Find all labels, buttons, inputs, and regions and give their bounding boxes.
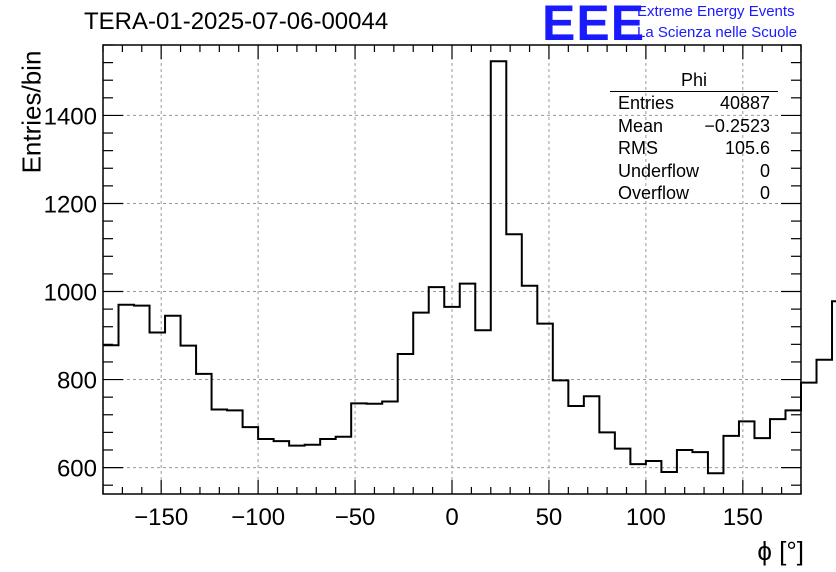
histogram-bin [770, 419, 786, 494]
histogram-bin [274, 441, 290, 494]
histogram-bin [382, 402, 398, 494]
histogram-bin [460, 284, 476, 494]
histogram-bin [661, 472, 677, 494]
y-tick-label: 1000 [44, 280, 97, 307]
stats-value: 0 [759, 183, 770, 203]
stats-value: −0.2523 [704, 115, 770, 136]
stats-row-underflow: Underflow 0 [610, 160, 778, 183]
histogram-bin [475, 330, 491, 494]
histogram-bin [227, 410, 243, 494]
histogram-bin [785, 410, 801, 494]
stats-row-overflow: Overflow 0 [610, 182, 778, 205]
histogram-bin [196, 374, 212, 494]
histogram-bin [801, 383, 817, 494]
x-tick-label: −150 [134, 504, 188, 531]
stats-value: 0 [759, 160, 770, 181]
histogram-bin [413, 313, 429, 494]
histogram-bin [568, 406, 584, 494]
histogram-bin [320, 439, 336, 494]
x-tick-label: −100 [231, 504, 285, 531]
x-axis-label: ϕ [°] [757, 536, 804, 566]
histogram-bin [165, 316, 181, 494]
histogram-bin [553, 380, 569, 494]
histogram-bin [646, 461, 662, 494]
histogram-bin [754, 438, 770, 494]
histogram-bin [398, 354, 414, 494]
histogram-bin [351, 403, 367, 494]
histogram-bin [103, 345, 119, 494]
eee-logo: EEE [542, 0, 646, 51]
histogram-bin [150, 332, 166, 494]
logo-caption-line2: La Scienza nelle Scuole [637, 24, 798, 41]
histogram-bin [630, 464, 646, 494]
histogram-bin [522, 286, 538, 494]
stats-value: 105.6 [724, 138, 770, 158]
stats-label: Overflow [618, 183, 690, 203]
histogram-bin [584, 396, 600, 494]
stats-row-entries: Entries 40887 [610, 92, 778, 115]
y-tick-label: 1400 [44, 103, 97, 130]
histogram-bin [692, 452, 708, 494]
logo-caption-line1: Extreme Energy Events [637, 3, 795, 20]
stats-label: RMS [618, 138, 658, 158]
histogram-bin [723, 436, 739, 494]
y-tick-label: 600 [57, 456, 97, 483]
histogram-bin [708, 473, 724, 494]
histogram-bin [817, 360, 833, 494]
histogram-bin [289, 446, 305, 494]
histogram-bin [599, 432, 615, 494]
histogram-bin [615, 449, 631, 494]
stats-row-mean: Mean −0.2523 [610, 115, 778, 138]
histogram-bin [119, 305, 135, 494]
x-tick-label: −50 [335, 504, 376, 531]
histogram-outline [103, 60, 836, 475]
x-tick-label: 50 [536, 504, 563, 531]
histogram-bin [212, 409, 228, 494]
histogram-bin [367, 404, 383, 494]
histogram-bin [336, 437, 352, 494]
histogram-bin [181, 346, 197, 494]
stats-title: Phi [610, 70, 778, 92]
y-tick-label: 1200 [44, 191, 97, 218]
histogram-bin [134, 306, 150, 494]
y-tick-label: 800 [57, 368, 97, 395]
histogram-bin [537, 324, 553, 494]
stats-box: Phi Entries 40887 Mean −0.2523 RMS 105.6… [610, 70, 778, 205]
histogram-bin [305, 445, 321, 494]
stats-label: Underflow [618, 160, 700, 181]
histogram-bin [739, 421, 755, 494]
histogram-bin [258, 439, 274, 494]
histogram-bin [243, 427, 259, 494]
histogram-bin [506, 234, 522, 494]
stats-row-rms: RMS 105.6 [610, 137, 778, 160]
x-tick-label: 0 [445, 504, 458, 531]
y-axis-label: Entries/bin [16, 50, 47, 174]
stats-label: Mean [618, 115, 664, 136]
x-tick-label: 100 [626, 504, 666, 531]
stats-value: 40887 [719, 93, 770, 113]
chart-title: TERA-01-2025-07-06-00044 [84, 8, 389, 35]
stats-label: Entries [618, 93, 675, 113]
histogram-bin [429, 287, 445, 494]
histogram-bin [491, 61, 507, 494]
x-tick-label: 150 [723, 504, 763, 531]
